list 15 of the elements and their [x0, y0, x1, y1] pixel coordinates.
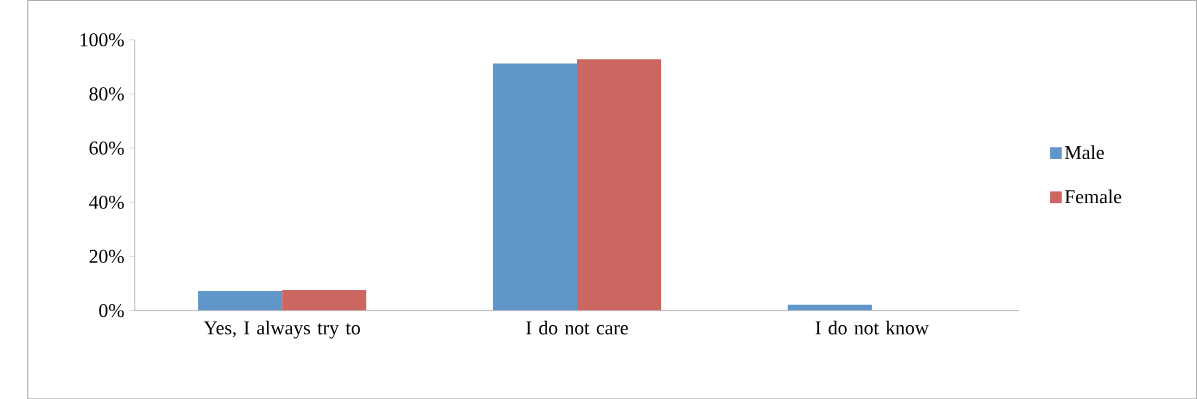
legend-label: Female [1064, 189, 1122, 204]
legend-label: Male [1064, 145, 1104, 159]
x-tick-label: I do not know [815, 320, 929, 335]
bar [577, 59, 662, 311]
y-tick-label: 0% [99, 303, 124, 318]
bar [282, 289, 367, 311]
bar [198, 290, 283, 311]
x-tick-label: I do not care [526, 320, 628, 335]
x-tick-label: Yes, I always try to [203, 320, 360, 339]
y-tick-label: 20% [89, 249, 124, 263]
bar [492, 63, 578, 311]
y-tick-label: 60% [89, 141, 124, 155]
y-tick-label: 40% [89, 195, 124, 209]
y-tick-label: 80% [89, 87, 124, 101]
y-tick-label: 100% [80, 33, 124, 47]
